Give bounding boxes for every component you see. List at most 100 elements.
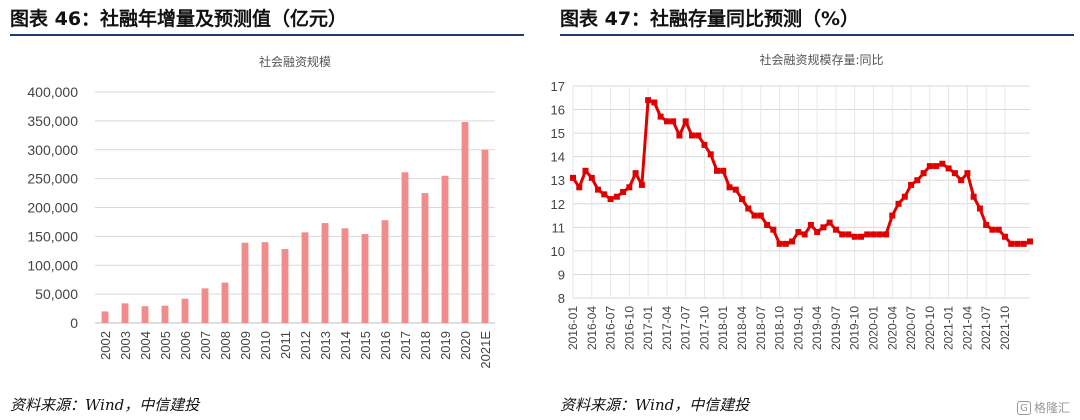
data-point bbox=[951, 170, 958, 177]
x-tick-label: 2002 bbox=[98, 331, 113, 360]
data-point bbox=[663, 118, 670, 125]
line-chart: 社会融资规模存量:同比 8 9 10 11 12 13 14 15 16 17 2016-01 2016… bbox=[551, 52, 1033, 350]
bar bbox=[261, 242, 269, 323]
bar bbox=[221, 282, 229, 323]
data-point bbox=[832, 226, 839, 233]
bar bbox=[181, 298, 189, 323]
data-point bbox=[820, 224, 827, 231]
data-point bbox=[751, 212, 758, 219]
data-point bbox=[851, 233, 858, 240]
heading-rule bbox=[10, 34, 524, 36]
data-point bbox=[970, 193, 977, 200]
data-point bbox=[845, 231, 852, 238]
data-point bbox=[908, 181, 915, 188]
data-point bbox=[720, 167, 727, 174]
data-point bbox=[901, 193, 908, 200]
heading-rule bbox=[560, 34, 1074, 36]
data-point bbox=[983, 221, 990, 228]
bar bbox=[361, 234, 369, 323]
y-tick-label: 14 bbox=[551, 150, 565, 165]
data-point bbox=[757, 212, 764, 219]
y-tick-label: 400,000 bbox=[27, 84, 78, 100]
bar bbox=[321, 223, 329, 323]
x-tick-label: 2020-10 bbox=[923, 306, 937, 350]
data-point bbox=[613, 193, 620, 200]
x-tick-label: 2020-01 bbox=[866, 306, 880, 350]
bar bbox=[141, 306, 149, 323]
data-point bbox=[1027, 238, 1033, 245]
data-point bbox=[958, 177, 965, 184]
data-point bbox=[695, 132, 702, 139]
data-point bbox=[764, 221, 771, 228]
data-point bbox=[713, 167, 720, 174]
x-tick-label: 2003 bbox=[118, 331, 133, 360]
left-panel: 图表 46：社融年增量及预测值（亿元） 社会融资规模 0 50,000 100,000… bbox=[0, 0, 530, 420]
x-tick-label: 2020-04 bbox=[885, 306, 899, 350]
data-point bbox=[839, 231, 846, 238]
data-point bbox=[601, 191, 608, 198]
x-tick-label: 2006 bbox=[178, 331, 193, 360]
bar bbox=[161, 305, 169, 323]
data-point bbox=[770, 226, 777, 233]
data-point bbox=[870, 231, 877, 238]
data-point bbox=[995, 226, 1002, 233]
data-point bbox=[595, 186, 602, 193]
data-point bbox=[926, 163, 933, 170]
x-tick-label: 2009 bbox=[238, 331, 253, 360]
x-tick-label: 2021-04 bbox=[960, 306, 974, 350]
bar bbox=[381, 220, 389, 323]
data-point bbox=[707, 151, 714, 158]
x-tick-label: 2012 bbox=[298, 331, 313, 360]
x-tick-label: 2018-10 bbox=[773, 306, 787, 350]
data-point bbox=[964, 170, 971, 177]
x-tick-label: 2019-07 bbox=[829, 306, 843, 350]
y-tick-label: 8 bbox=[558, 291, 565, 306]
y-tick-label: 50,000 bbox=[35, 286, 78, 302]
x-tick-label: 2020-07 bbox=[904, 306, 918, 350]
bar bbox=[461, 122, 469, 323]
data-point bbox=[945, 165, 952, 172]
x-tick-label: 2017 bbox=[398, 331, 413, 360]
x-tick-label: 2020 bbox=[458, 331, 473, 360]
y-tick-label: 16 bbox=[551, 103, 565, 118]
data-point bbox=[632, 170, 639, 177]
watermark-text: 格隆汇 bbox=[1033, 401, 1070, 415]
x-tick-label: 2016-07 bbox=[604, 306, 618, 350]
x-tick-label: 2019-01 bbox=[791, 306, 805, 350]
data-point bbox=[670, 118, 677, 125]
y-tick-label: 17 bbox=[551, 79, 565, 94]
x-tick-label: 2016 bbox=[378, 331, 393, 360]
data-point bbox=[739, 196, 746, 203]
data-point bbox=[895, 200, 902, 207]
data-point bbox=[645, 97, 652, 104]
data-point bbox=[876, 231, 883, 238]
data-point bbox=[933, 163, 940, 170]
data-point bbox=[620, 189, 627, 195]
x-tick-label: 2021-07 bbox=[979, 306, 993, 350]
series-line bbox=[571, 98, 1031, 246]
y-tick-label: 350,000 bbox=[27, 113, 78, 129]
data-point bbox=[688, 132, 695, 139]
data-point bbox=[795, 229, 802, 236]
y-tick-label: 10 bbox=[551, 244, 565, 259]
data-point bbox=[939, 160, 946, 167]
x-tick-label: 2008 bbox=[218, 331, 233, 360]
x-tick-label: 2021E bbox=[478, 331, 493, 369]
data-point bbox=[914, 177, 921, 184]
x-tick-label: 2021-01 bbox=[942, 306, 956, 350]
data-point bbox=[976, 205, 983, 212]
data-point bbox=[701, 141, 708, 148]
data-point bbox=[638, 181, 645, 188]
bar bbox=[441, 175, 449, 323]
x-tick-label: 2017-01 bbox=[641, 306, 655, 350]
data-point bbox=[776, 240, 783, 247]
data-point bbox=[676, 132, 683, 139]
y-tick-label: 250,000 bbox=[27, 171, 78, 187]
data-point bbox=[857, 233, 864, 240]
x-tick-label: 2018-04 bbox=[735, 306, 749, 350]
x-tick-label: 2016-04 bbox=[585, 306, 599, 350]
data-point bbox=[814, 229, 821, 236]
figure-47-source: 资料来源：Wind，中信建投 bbox=[560, 396, 750, 414]
logo-icon: G bbox=[1016, 400, 1031, 415]
bar bbox=[121, 303, 129, 323]
